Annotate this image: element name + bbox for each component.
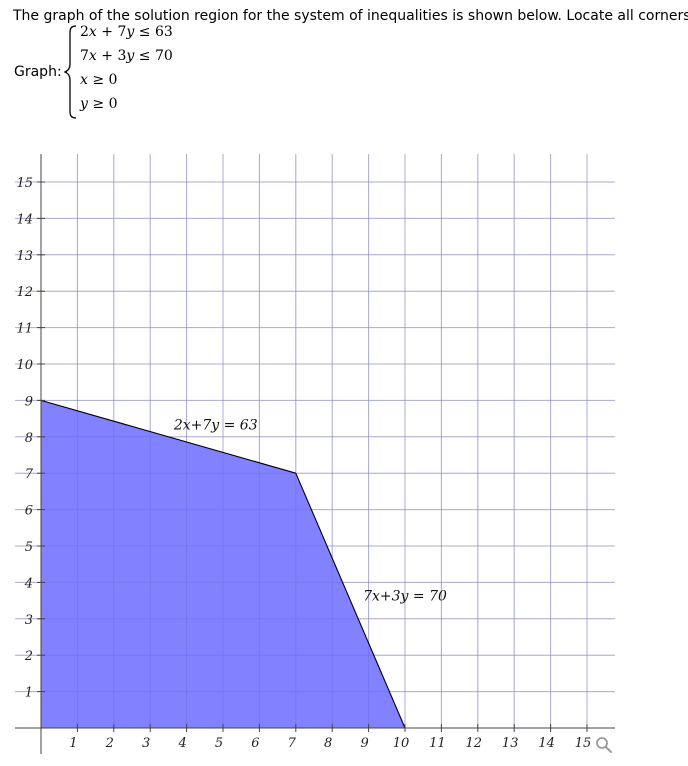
y-tick-label: 15 [16,176,33,191]
x-tick-label: 5 [215,736,223,751]
x-tick-label: 15 [575,736,592,751]
y-tick-label: 7 [25,467,34,482]
y-tick-label: 5 [25,540,33,555]
x-tick-label: 1 [69,736,77,751]
line-annotation-2: 7x+3y = 70 [363,589,447,605]
y-tick-label: 8 [25,431,33,446]
x-tick-label: 8 [324,736,332,751]
y-tick-label: 2 [24,649,33,664]
problem-prompt: The graph of the solution region for the… [13,8,688,24]
x-tick-label: 4 [177,736,186,751]
y-tick-label: 13 [16,249,33,264]
inequality-2: 7x + 3y ≤ 70 [80,48,173,64]
inequality-1: 2x + 7y ≤ 63 [80,24,173,40]
y-tick-label: 9 [25,394,33,409]
inequality-4: y ≥ 0 [80,96,118,112]
left-brace-icon [64,25,77,119]
magnifier-icon[interactable] [594,735,614,755]
x-tick-label: 10 [393,736,410,751]
y-tick-label: 11 [16,322,33,337]
x-tick-label: 2 [105,736,114,751]
boundary-line-2 [295,472,406,729]
x-tick-label: 7 [288,736,297,751]
x-tick-label: 3 [142,736,150,751]
x-tick-label: 13 [502,736,519,751]
inequality-3: x ≥ 0 [80,72,118,88]
y-tick-label: 3 [25,613,33,628]
line-annotation-1: 2x+7y = 63 [173,418,258,434]
x-tick-label: 14 [538,736,555,751]
x-tick-label: 11 [429,736,446,751]
x-tick-label: 9 [360,736,368,751]
y-tick-label: 4 [24,576,33,591]
graph-label: Graph: [14,64,62,80]
y-tick-label: 1 [25,686,33,701]
x-tick-label: 6 [251,736,259,751]
y-tick-label: 14 [16,212,33,227]
x-tick-label: 12 [466,736,483,751]
y-tick-label: 10 [16,358,33,373]
y-tick-label: 12 [16,285,33,300]
solution-region [41,400,405,728]
y-tick-label: 6 [25,504,33,519]
boundary-line-1 [40,399,296,474]
inequality-system: 2x + 7y ≤ 63 7x + 3y ≤ 70 x ≥ 0 y ≥ 0 [64,24,224,120]
